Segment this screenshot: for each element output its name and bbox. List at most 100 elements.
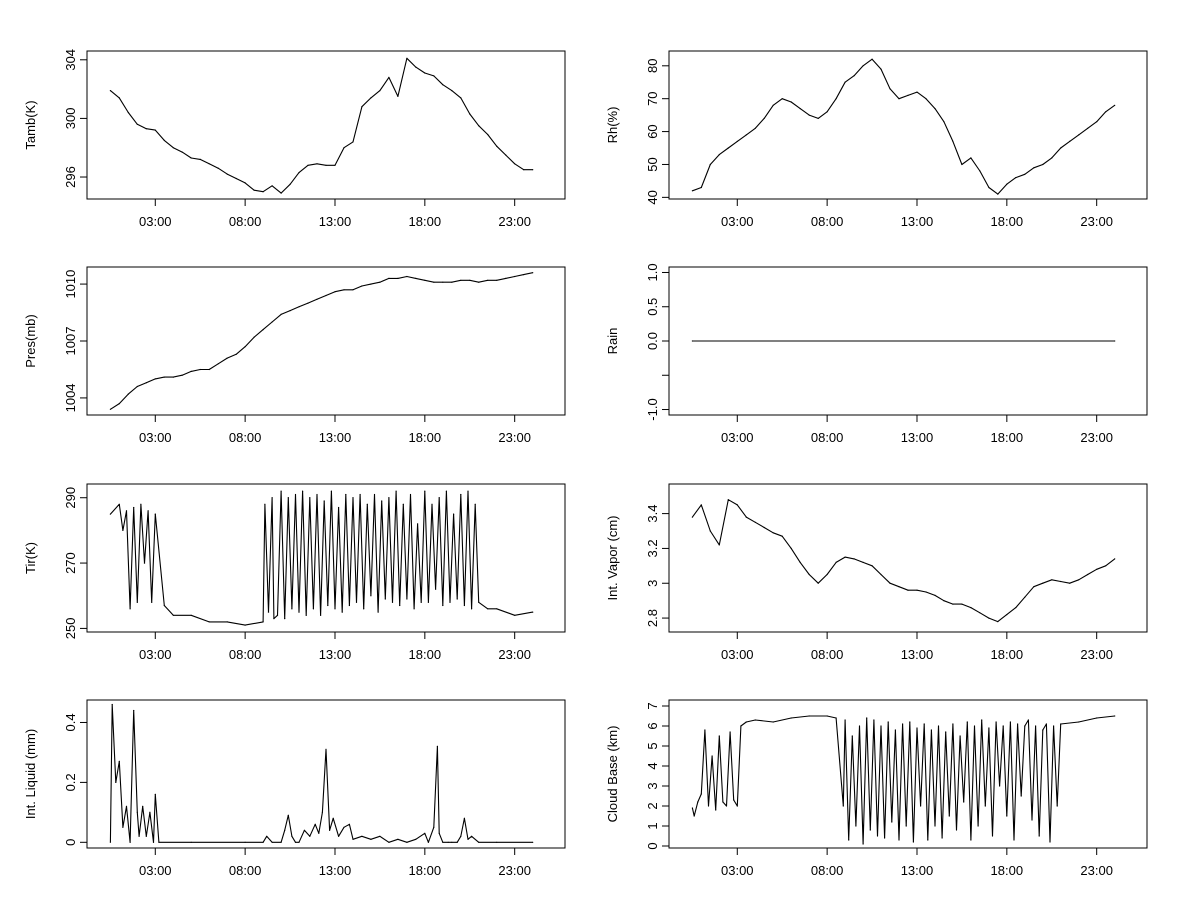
data-point bbox=[1096, 568, 1098, 570]
data-point bbox=[999, 785, 1001, 787]
data-point bbox=[298, 611, 300, 613]
y-tick-label: 1010 bbox=[63, 270, 78, 299]
data-point bbox=[925, 591, 927, 593]
data-point bbox=[826, 111, 828, 113]
data-point bbox=[235, 353, 237, 355]
data-point bbox=[291, 835, 293, 837]
data-point bbox=[449, 601, 451, 603]
data-point bbox=[941, 837, 943, 839]
data-point bbox=[190, 157, 192, 159]
data-point bbox=[1069, 140, 1071, 142]
data-point bbox=[181, 374, 183, 376]
data-point bbox=[262, 621, 264, 623]
data-point bbox=[905, 825, 907, 827]
data-point bbox=[523, 274, 525, 276]
data-point bbox=[707, 805, 710, 807]
data-point bbox=[125, 510, 128, 512]
data-point bbox=[1006, 614, 1008, 616]
data-point bbox=[460, 97, 462, 99]
x-tick-label: 13:00 bbox=[319, 647, 352, 662]
data-point bbox=[415, 838, 417, 840]
data-point bbox=[142, 805, 144, 808]
data-point bbox=[377, 611, 379, 613]
data-point bbox=[1056, 805, 1058, 807]
data-point bbox=[876, 835, 879, 837]
data-point bbox=[309, 497, 311, 499]
data-point bbox=[862, 561, 864, 564]
data-point bbox=[302, 490, 304, 492]
data-point bbox=[291, 608, 293, 610]
data-point bbox=[244, 346, 246, 348]
x-tick-label: 23:00 bbox=[498, 863, 531, 878]
data-point bbox=[352, 838, 354, 840]
data-point bbox=[370, 97, 372, 99]
x-tick-label: 18:00 bbox=[409, 647, 442, 662]
data-point bbox=[271, 321, 273, 323]
data-point bbox=[862, 843, 864, 845]
data-point bbox=[871, 58, 873, 60]
x-tick-label: 13:00 bbox=[901, 647, 934, 662]
data-point bbox=[253, 189, 255, 191]
data-point bbox=[1060, 723, 1062, 725]
data-point bbox=[373, 493, 376, 496]
data-point bbox=[471, 608, 473, 610]
data-point bbox=[754, 521, 756, 523]
data-point bbox=[844, 81, 846, 83]
data-point bbox=[262, 329, 264, 331]
data-point bbox=[235, 177, 237, 180]
data-point bbox=[754, 127, 756, 129]
data-point bbox=[948, 815, 950, 817]
data-point bbox=[959, 735, 961, 737]
data-point bbox=[332, 817, 334, 819]
series-line bbox=[110, 272, 533, 410]
data-point bbox=[977, 825, 979, 827]
data-point bbox=[704, 729, 706, 731]
data-point bbox=[1069, 582, 1071, 584]
data-point bbox=[1087, 127, 1089, 129]
y-tick-label: 3.2 bbox=[645, 539, 660, 557]
data-point bbox=[266, 835, 268, 837]
data-point bbox=[463, 817, 465, 819]
data-point bbox=[460, 279, 462, 281]
data-point bbox=[163, 604, 165, 607]
data-point bbox=[397, 838, 399, 840]
data-point bbox=[409, 493, 412, 496]
y-tick-label: 0.5 bbox=[645, 298, 660, 316]
data-point bbox=[154, 793, 156, 796]
y-tick-label: 40 bbox=[645, 190, 660, 204]
data-point bbox=[1114, 715, 1116, 717]
data-point bbox=[691, 340, 694, 342]
data-point bbox=[163, 376, 165, 378]
x-tick-label: 23:00 bbox=[1080, 430, 1113, 445]
data-point bbox=[848, 839, 850, 841]
data-point bbox=[379, 90, 381, 92]
series-line bbox=[110, 57, 533, 194]
data-point bbox=[280, 313, 282, 315]
data-point bbox=[711, 755, 713, 757]
data-point bbox=[880, 573, 882, 576]
data-point bbox=[343, 289, 345, 291]
data-point bbox=[397, 95, 399, 97]
data-point bbox=[370, 595, 372, 597]
data-point bbox=[415, 277, 417, 279]
panel-4: 03:00 08:00 13:00 18:00 23:00 -1.0 0.0 0.5 1.0 Ra… bbox=[605, 263, 1148, 445]
data-point bbox=[143, 562, 146, 564]
x-tick-label: 13:00 bbox=[319, 214, 352, 229]
data-point bbox=[433, 281, 435, 283]
y-tick-label: 1.0 bbox=[645, 263, 660, 281]
y-tick-label: 0.0 bbox=[645, 332, 660, 350]
data-point bbox=[438, 497, 440, 499]
data-point bbox=[952, 140, 954, 142]
y-tick-label: 270 bbox=[63, 552, 78, 574]
data-point bbox=[884, 837, 886, 839]
data-point bbox=[273, 618, 275, 620]
data-point bbox=[934, 108, 936, 110]
data-point bbox=[514, 163, 516, 165]
data-point bbox=[1114, 558, 1116, 560]
panel-3: 03:00 08:00 13:00 18:00 23:00 1004 1007 1010 Pre… bbox=[23, 266, 566, 445]
data-point bbox=[320, 614, 322, 616]
data-point bbox=[136, 385, 138, 388]
y-tick-label: 6 bbox=[645, 722, 660, 729]
data-point bbox=[1042, 729, 1044, 731]
